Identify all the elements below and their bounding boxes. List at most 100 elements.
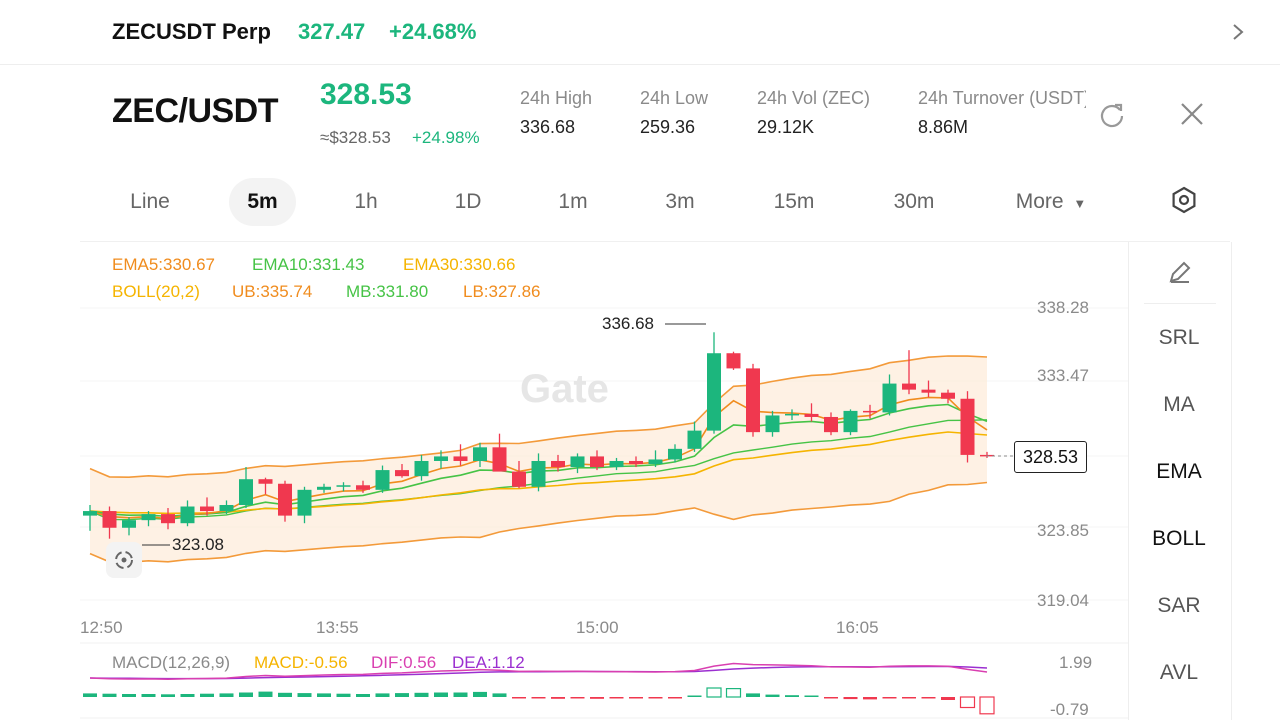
chevron-right-icon[interactable] (1226, 18, 1250, 46)
candle (609, 457, 624, 471)
indicator-avl[interactable]: AVL (1159, 661, 1199, 684)
candle-body (356, 485, 370, 490)
candle-body (765, 415, 780, 433)
candle-body (863, 410, 877, 413)
stat-vol-label: 24h Vol (ZEC) (757, 88, 871, 108)
candle (629, 456, 643, 468)
candle-body (434, 456, 448, 461)
tab-1h[interactable]: 1h (354, 190, 378, 213)
macd-histogram-bar (375, 693, 390, 697)
candle-body (570, 456, 585, 468)
indicator-ema[interactable]: EMA (1156, 460, 1202, 483)
candlestick-chart[interactable]: Gate (80, 242, 1128, 720)
macd-histogram-bar (180, 694, 195, 697)
legend-ema30: EMA30:330.66 (403, 255, 516, 274)
candle-body (161, 514, 175, 524)
tab-1m[interactable]: 1m (558, 190, 588, 213)
macd-histogram-bar (629, 697, 643, 699)
settings-icon[interactable] (1168, 184, 1200, 216)
chart-top-divider (80, 241, 1230, 242)
macd-histogram-bar (746, 693, 760, 697)
candle (492, 433, 507, 472)
candle-body (122, 520, 136, 528)
indicator-boll[interactable]: BOLL (1152, 527, 1206, 550)
candle-body (102, 511, 117, 528)
x-tick-label: 12:50 (80, 618, 123, 637)
tab-5m[interactable]: 5m (229, 178, 296, 226)
candle (453, 444, 468, 466)
candle (258, 477, 273, 495)
legend-boll: BOLL(20,2) (112, 282, 200, 301)
candle (863, 404, 877, 419)
candle (356, 480, 370, 493)
candles[interactable] (83, 332, 994, 539)
stat-turnover-label-wrap: 24h Turnover (USDT) (918, 88, 1086, 112)
candle (824, 412, 838, 436)
close-icon[interactable] (1176, 98, 1208, 130)
refresh-icon[interactable] (1096, 98, 1128, 130)
macd-histogram-bar (434, 692, 448, 697)
macd-histogram-bar (83, 693, 97, 697)
tab-more[interactable]: More ▼ (1004, 178, 1098, 226)
candle-body (395, 470, 409, 477)
indicator-side-panel (1128, 242, 1232, 720)
macd-histogram-bar (804, 695, 819, 697)
indicator-sar[interactable]: SAR (1157, 594, 1201, 617)
candle (668, 444, 682, 463)
candle (902, 350, 916, 395)
indicator-ma[interactable]: MA (1163, 393, 1195, 416)
macd-dif-line (89, 662, 988, 681)
candle (531, 453, 546, 492)
y-tick-label: 319.04 (1037, 591, 1089, 610)
stat-high-label: 24h High (520, 88, 593, 108)
candle (200, 497, 214, 516)
candle-body (297, 489, 312, 516)
tab-more-label: More (1015, 190, 1064, 213)
last-price-tag: 328.53 (1014, 441, 1088, 473)
candle (648, 450, 663, 468)
candle (180, 500, 195, 527)
candle-body (648, 459, 663, 465)
stat-low-label: 24h Low (640, 88, 709, 108)
macd-histogram-bar (200, 693, 214, 697)
macd-histogram-bar (356, 694, 370, 697)
boll-upper-line (89, 355, 988, 479)
candle-body (746, 368, 760, 433)
candle-body (921, 389, 936, 393)
legend-ub: UB:335.74 (232, 282, 313, 301)
candle-body (609, 460, 624, 468)
tab-line[interactable]: Line (130, 190, 170, 213)
macd-histogram-bar (959, 696, 976, 709)
candle-body (492, 447, 507, 472)
usd-price: ≈$328.53 (320, 128, 391, 147)
candle-body (824, 416, 838, 433)
candle-body (336, 485, 351, 487)
macd-histogram-bar (551, 697, 565, 699)
spot-change-percent: +24.98% (412, 128, 480, 147)
macd-histogram-bar (122, 694, 136, 697)
macd-histogram-bar (863, 697, 877, 700)
boll-lower-line (89, 481, 988, 564)
candle-body (726, 353, 741, 369)
candle-body (590, 456, 604, 468)
macd-histogram-bar (531, 697, 546, 699)
candle (239, 467, 253, 509)
tab-30m[interactable]: 30m (893, 190, 935, 213)
tab-1d[interactable]: 1D (454, 190, 482, 213)
x-tick-label: 15:00 (576, 618, 619, 637)
stat-high-value: 336.68 (520, 117, 576, 137)
candle-body (512, 471, 526, 487)
macd-histogram-bar (297, 693, 312, 697)
top-bar[interactable] (0, 0, 1280, 65)
pencil-icon[interactable] (1166, 258, 1194, 286)
tab-3m[interactable]: 3m (665, 190, 695, 213)
candle (765, 410, 780, 437)
indicator-srl[interactable]: SRL (1158, 326, 1200, 349)
low-price-label: 323.08 (172, 535, 224, 554)
tab-15m[interactable]: 15m (773, 190, 815, 213)
y-tick-label: 338.28 (1037, 298, 1089, 317)
spot-last-price: 328.53 (320, 78, 412, 111)
legend-ema5: EMA5:330.67 (112, 255, 216, 274)
contract-pair-title[interactable]: ZECUSDT Perp (112, 19, 271, 44)
caret-down-icon: ▼ (1073, 196, 1087, 211)
